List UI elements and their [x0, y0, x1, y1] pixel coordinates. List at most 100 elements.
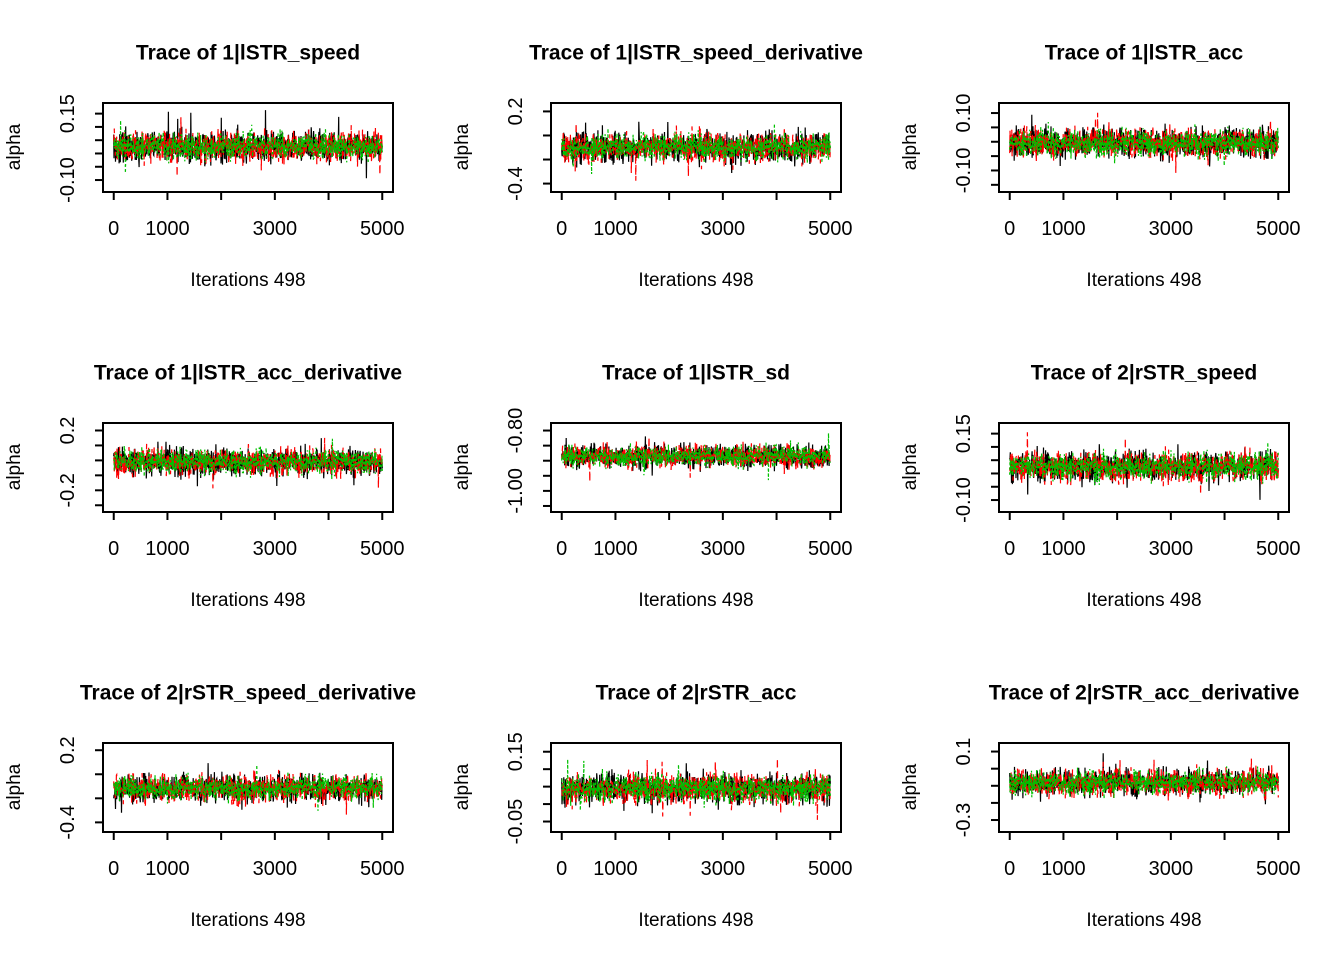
plot-background: [551, 423, 841, 512]
y-tick-label: -0.10: [953, 477, 975, 523]
y-tick-label: -0.3: [953, 803, 975, 837]
panel-title: Trace of 2|rSTR_speed: [1030, 361, 1258, 385]
trace-line-chain-3: [1009, 442, 1279, 486]
x-tick-label: 0: [108, 218, 119, 240]
trace-lines: [113, 763, 383, 815]
x-tick-label: 3000: [253, 858, 298, 880]
x-axis-title: Iterations 498: [190, 910, 306, 931]
trace-line-chain-3: [561, 123, 831, 175]
plot-box: [550, 422, 842, 513]
panel-title: Trace of 1|lSTR_speed: [135, 41, 361, 65]
trace-panel: 0 1000 3000 5000 0.2 -0.4 Trace of 1|lSTR_spe…: [448, 0, 896, 320]
trace-line-chain-2: [113, 437, 383, 489]
x-tick-label: 0: [1004, 858, 1015, 880]
trace-lines: [561, 758, 831, 820]
y-tick-label: 0.2: [57, 417, 79, 445]
x-axis-title: Iterations 498: [1086, 910, 1202, 931]
trace-lines: [561, 121, 831, 181]
trace-plot-canvas: 0 1000 3000 5000 0.10 -0.10: [953, 94, 1301, 240]
trace-lines: [1009, 432, 1279, 500]
x-tick-label: 0: [556, 218, 567, 240]
plot-box: [102, 422, 394, 513]
plot-box: [102, 102, 394, 193]
x-tick-label: 5000: [360, 218, 405, 240]
x-axis-title: Iterations 498: [638, 590, 754, 611]
trace-panel: 0 1000 3000 5000 0.15 -0.05 Trace of 2|rSTR_a…: [448, 640, 896, 960]
y-axis-title: alpha: [900, 763, 921, 811]
trace-panel: 0 1000 3000 5000 -0.80 -1.00 Trace of 1|lSTR_…: [448, 320, 896, 640]
x-tick-label: 3000: [701, 858, 746, 880]
panel-title: Trace of 1|lSTR_acc: [1044, 41, 1244, 65]
plot-box: [998, 742, 1290, 833]
trace-plot-canvas: 0 1000 3000 5000 -0.80 -1.00: [505, 408, 853, 560]
y-tick-label: 0.15: [57, 94, 79, 133]
trace-plot-canvas: 0 1000 3000 5000 0.15 -0.10: [953, 414, 1301, 560]
panel-title: Trace of 2|rSTR_acc_derivative: [988, 681, 1300, 705]
trace-panel: 0 1000 3000 5000 0.15 -0.10 Trace of 2|rSTR_s…: [896, 320, 1344, 640]
y-tick-label: 0.15: [505, 732, 527, 771]
y-tick-label: -0.4: [57, 805, 79, 839]
x-tick-label: 3000: [1149, 538, 1194, 560]
plot-box: [550, 102, 842, 193]
trace-line-chain-3: [1009, 121, 1279, 166]
x-tick-label: 3000: [253, 218, 298, 240]
x-tick-label: 3000: [1149, 218, 1194, 240]
x-tick-label: 5000: [808, 858, 853, 880]
x-axis-title: Iterations 498: [1086, 270, 1202, 291]
y-axis-title: alpha: [452, 763, 473, 811]
plot-box: [998, 422, 1290, 513]
trace-line-chain-3: [561, 759, 831, 811]
y-tick-label: 0.15: [953, 414, 975, 453]
y-tick-label: 0.1: [953, 738, 975, 766]
trace-lines: [113, 437, 383, 489]
panel-title: Trace of 1|lSTR_acc_derivative: [93, 361, 403, 385]
x-tick-label: 1000: [145, 218, 190, 240]
x-tick-label: 3000: [701, 538, 746, 560]
y-tick-label: 0.2: [505, 98, 527, 126]
trace-plot-canvas: 0 1000 3000 5000 0.2 -0.4: [57, 736, 405, 880]
x-axis-title: Iterations 498: [190, 270, 306, 291]
trace-panel: 0 1000 3000 5000 0.1 -0.3 Trace of 2|rSTR_acc…: [896, 640, 1344, 960]
trace-plot-canvas: 0 1000 3000 5000 0.2 -0.4: [505, 98, 853, 240]
x-axis-title: Iterations 498: [638, 910, 754, 931]
x-tick-label: 0: [1004, 218, 1015, 240]
x-tick-label: 1000: [1041, 218, 1086, 240]
x-tick-label: 5000: [808, 538, 853, 560]
trace-lines: [1009, 112, 1279, 173]
y-axis-title: alpha: [452, 443, 473, 491]
y-axis-title: alpha: [4, 123, 25, 171]
trace-panel: 0 1000 3000 5000 0.15 -0.10 Trace of 1|lSTR_s…: [0, 0, 448, 320]
x-tick-label: 3000: [1149, 858, 1194, 880]
x-tick-label: 5000: [1256, 218, 1301, 240]
trace-line-chain-3: [561, 433, 831, 481]
x-axis-title: Iterations 498: [190, 590, 306, 611]
x-tick-label: 1000: [593, 538, 638, 560]
x-tick-label: 0: [108, 538, 119, 560]
y-tick-label: 0.2: [57, 736, 79, 764]
x-tick-label: 3000: [253, 538, 298, 560]
panel-title: Trace of 1|lSTR_sd: [602, 361, 790, 385]
x-tick-label: 5000: [1256, 858, 1301, 880]
trace-line-chain-1: [561, 121, 831, 174]
trace-panel: 0 1000 3000 5000 0.2 -0.4 Trace of 2|rSTR_spe…: [0, 640, 448, 960]
x-tick-label: 1000: [145, 858, 190, 880]
x-tick-label: 3000: [701, 218, 746, 240]
trace-line-chain-3: [113, 120, 383, 174]
trace-lines: [1009, 753, 1279, 805]
trace-line-chain-3: [113, 438, 383, 480]
x-tick-label: 1000: [593, 218, 638, 240]
x-tick-label: 1000: [593, 858, 638, 880]
trace-panel: 0 1000 3000 5000 0.10 -0.10 Trace of 1|lSTR_a…: [896, 0, 1344, 320]
trace-plot-canvas: 0 1000 3000 5000 0.1 -0.3: [953, 738, 1301, 880]
y-tick-label: -0.10: [57, 157, 79, 203]
x-tick-label: 0: [556, 538, 567, 560]
y-tick-label: -0.05: [505, 799, 527, 845]
x-tick-label: 5000: [360, 858, 405, 880]
x-tick-label: 1000: [1041, 858, 1086, 880]
y-axis-title: alpha: [4, 443, 25, 491]
y-tick-label: 0.10: [953, 94, 975, 133]
trace-plot-canvas: 0 1000 3000 5000 0.15 -0.10: [57, 94, 405, 240]
x-tick-label: 1000: [1041, 538, 1086, 560]
x-tick-label: 1000: [145, 538, 190, 560]
trace-line-chain-3: [113, 764, 383, 811]
